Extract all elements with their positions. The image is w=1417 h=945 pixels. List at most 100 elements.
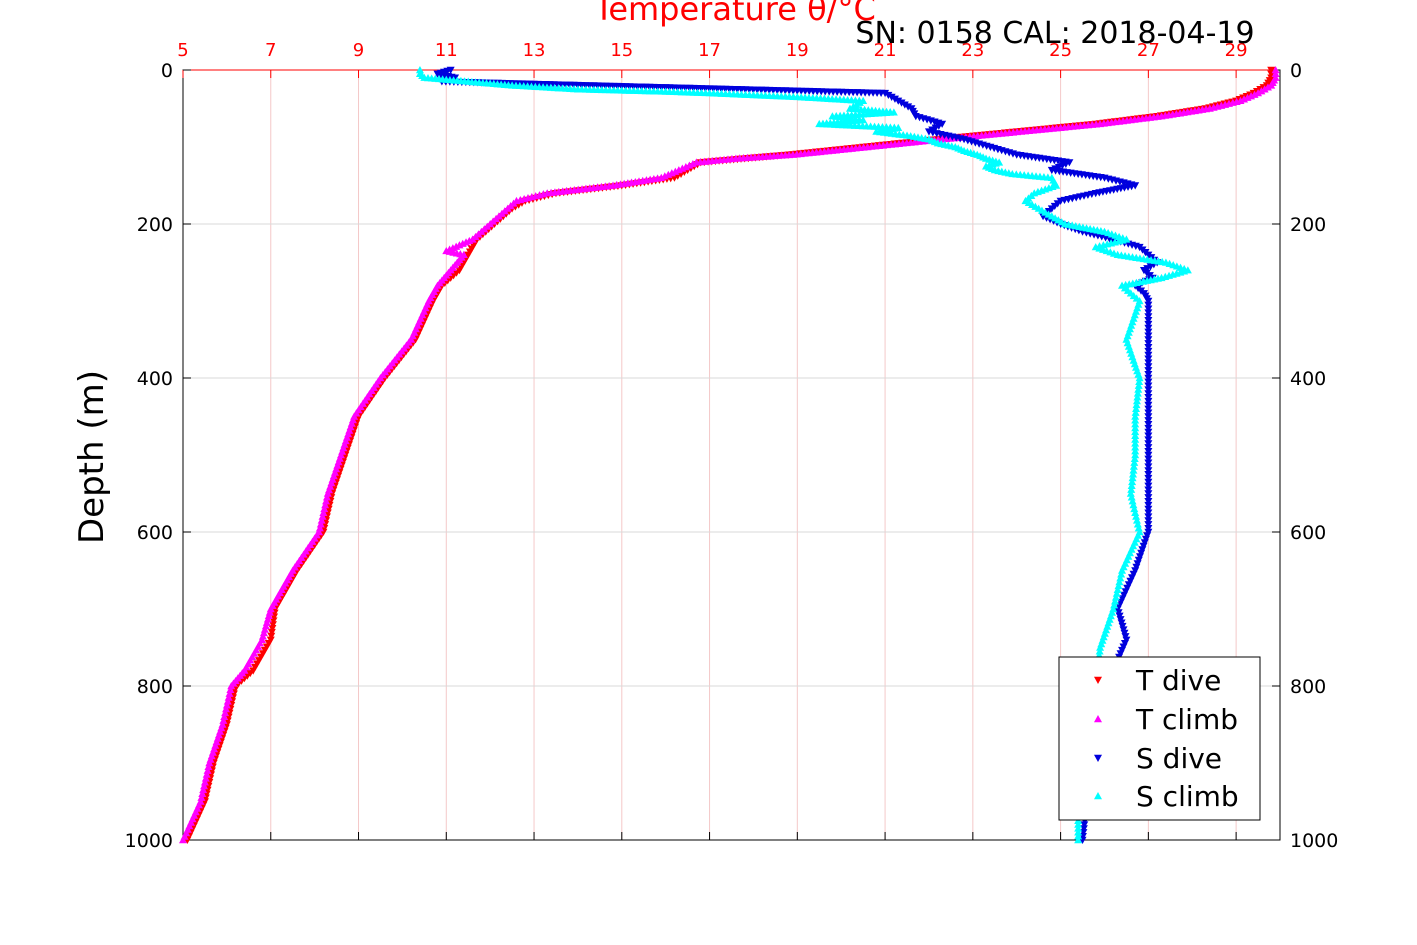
y-tick-label-right: 200 [1290, 214, 1326, 236]
data-point [224, 693, 233, 701]
x-tick-label: 19 [786, 40, 809, 61]
data-point [1131, 427, 1140, 436]
y-axis-right: 0 200 400 600 800 1000 [1272, 60, 1338, 852]
legend-label-s-climb: S climb [1136, 780, 1239, 813]
data-point [1126, 489, 1135, 497]
data-point [1144, 459, 1153, 467]
data-point [890, 95, 899, 103]
legend: T dive T climb S dive S climb [1058, 656, 1261, 821]
data-point [226, 685, 235, 694]
data-point [1131, 435, 1140, 443]
data-point [1144, 386, 1153, 394]
data-point [1111, 593, 1120, 601]
data-point [1144, 382, 1153, 390]
data-point [1080, 821, 1089, 829]
data-point [1128, 474, 1137, 482]
data-point [1134, 385, 1143, 393]
data-point [320, 504, 329, 513]
data-point [1127, 481, 1136, 489]
data-point [1144, 390, 1153, 398]
y-tick-label-right: 400 [1290, 368, 1326, 390]
x-tick-label: 21 [874, 40, 897, 61]
data-point [1074, 820, 1083, 828]
data-point [1117, 570, 1126, 578]
data-point [197, 793, 206, 801]
data-point [1144, 351, 1153, 359]
data-point [1131, 431, 1140, 439]
data-point [1144, 313, 1153, 321]
data-point [1116, 574, 1125, 582]
data-point [202, 770, 211, 778]
data-point [1144, 320, 1153, 329]
data-point [1144, 309, 1153, 317]
legend-marker-s-climb [1094, 792, 1102, 800]
data-point [1144, 332, 1153, 340]
data-point [323, 489, 332, 497]
data-point [268, 621, 277, 629]
y-tick-label-right: 1000 [1290, 830, 1338, 852]
data-point [1110, 601, 1119, 609]
data-point [1144, 509, 1153, 517]
data-point [1144, 421, 1153, 429]
data-point [1144, 413, 1153, 421]
y-tick-label-left: 0 [161, 60, 173, 82]
data-point [1118, 566, 1127, 574]
x-tick-label: 9 [353, 40, 364, 61]
data-point [199, 785, 208, 794]
data-point [1144, 517, 1153, 525]
data-point [1144, 328, 1153, 336]
data-point [1271, 69, 1280, 78]
data-point [221, 708, 230, 717]
data-point [1144, 397, 1153, 406]
data-point [1267, 66, 1276, 74]
data-point [1144, 498, 1153, 506]
data-point [1129, 501, 1138, 509]
data-point [1095, 647, 1104, 655]
data-point [887, 93, 896, 101]
data-point [1144, 340, 1153, 348]
data-point [220, 712, 229, 720]
data-point [1144, 367, 1153, 375]
y-tick-label-left: 400 [137, 368, 173, 390]
data-point [1144, 355, 1153, 363]
data-point [1074, 824, 1083, 832]
data-point [267, 628, 276, 637]
data-point [1144, 505, 1153, 513]
data-point [200, 782, 209, 790]
data-point [316, 520, 325, 528]
data-point [931, 124, 940, 132]
data-point [322, 497, 331, 505]
data-point [1144, 440, 1153, 448]
data-point [222, 701, 231, 709]
x-tick-label: 7 [265, 40, 276, 61]
data-point [1129, 470, 1138, 478]
data-point [1130, 458, 1139, 466]
data-point [1144, 501, 1153, 510]
data-point [1144, 455, 1153, 463]
x-tick-label: 11 [435, 40, 458, 61]
data-point [1271, 66, 1280, 74]
data-point [1144, 524, 1153, 533]
data-point [1074, 832, 1083, 840]
data-point [1144, 432, 1153, 440]
data-point [204, 762, 213, 771]
data-point [1144, 347, 1153, 356]
data-point [904, 103, 913, 111]
data-point [1135, 374, 1144, 382]
data-point [203, 766, 212, 774]
data-point [1144, 359, 1153, 367]
legend-marker-s-dive [1094, 754, 1102, 762]
data-point [1144, 305, 1153, 313]
data-point [1144, 336, 1153, 344]
data-point [321, 501, 330, 509]
data-point [201, 774, 210, 782]
data-point [1132, 400, 1141, 409]
data-point [1144, 424, 1153, 433]
data-point [415, 66, 424, 74]
data-point [1133, 393, 1142, 401]
data-point [1144, 417, 1153, 425]
x-tick-label: 15 [610, 40, 633, 61]
data-point [322, 493, 331, 501]
data-point [1144, 297, 1153, 305]
data-point [1134, 524, 1143, 532]
